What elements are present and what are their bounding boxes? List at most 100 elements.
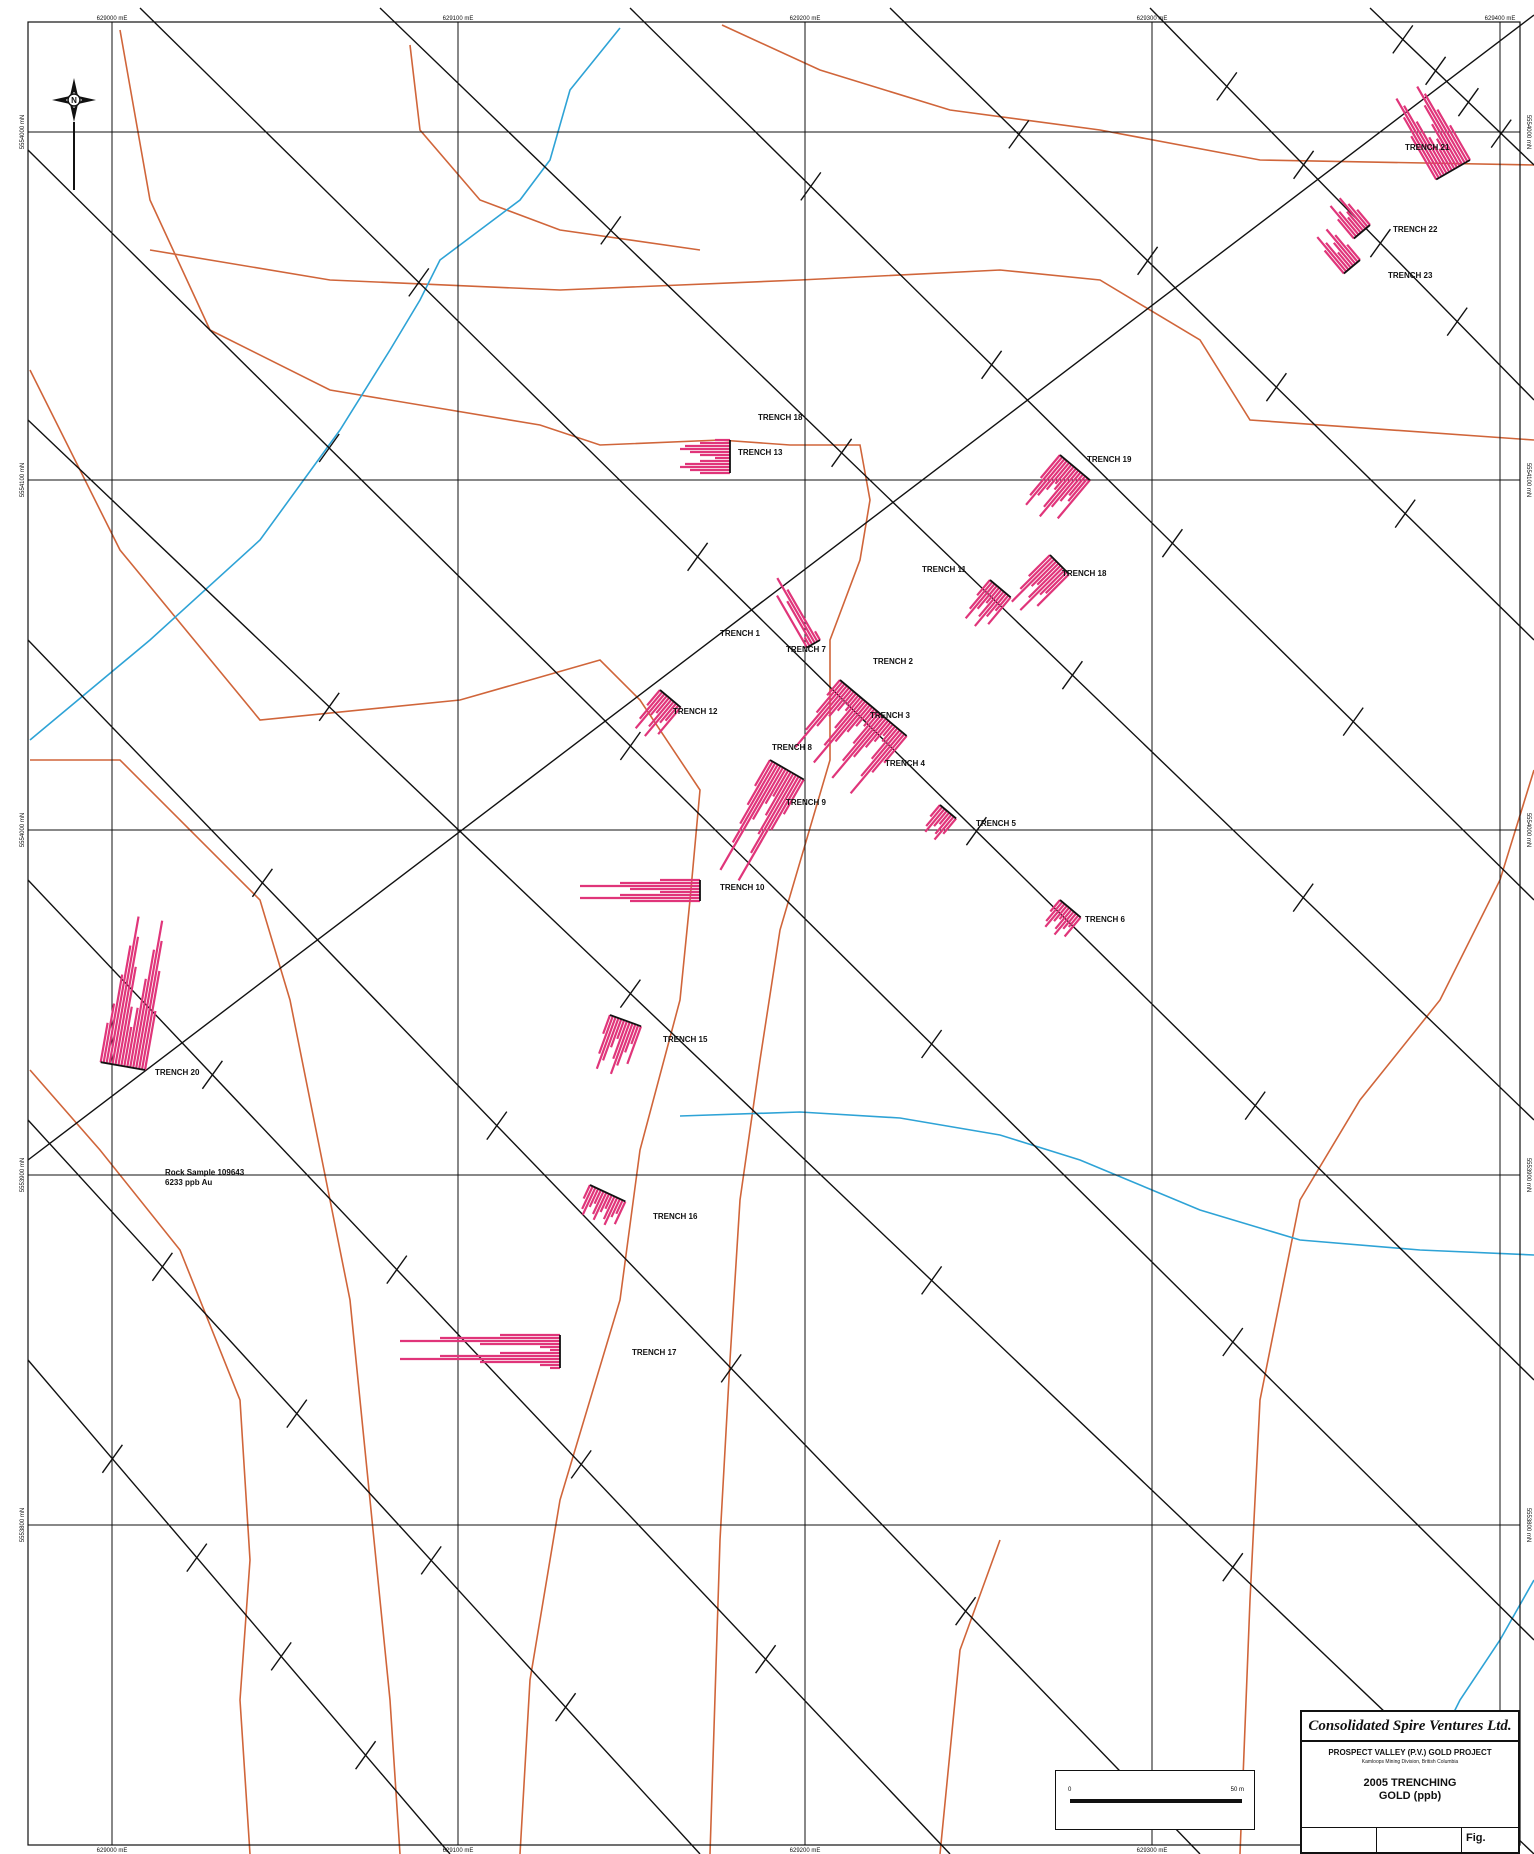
- trench-12-bars-bar-3: [649, 695, 668, 716]
- trench-21-bars-bar-1: [1436, 108, 1469, 163]
- map-title-line1: 2005 TRENCHING: [1363, 1777, 1457, 1789]
- survey-line-10: [27, 1119, 701, 1854]
- north-arrow-icon: N: [52, 78, 96, 190]
- trench-label-20: TRENCH 20: [155, 1068, 200, 1077]
- trench-21-bars: [1395, 86, 1471, 181]
- trench-7-bars-bar-25: [870, 727, 899, 760]
- gold-bars: [99, 86, 1471, 1370]
- scale-bar-graphic: [1070, 1799, 1242, 1803]
- trench-19-bars-bar-13: [1056, 479, 1091, 520]
- trench-19-bars-bar-0: [1039, 454, 1061, 479]
- survey-tick-1-1: [1216, 71, 1238, 101]
- topographic-contours: [29, 24, 1534, 1854]
- trench-20-bars-bar-4: [132, 949, 156, 1069]
- trench-23-bars-trace: [1343, 259, 1361, 275]
- trench-1-bars-bar-2: [776, 577, 816, 644]
- trench-9-bars-bar-9: [757, 772, 795, 835]
- trench-label-10: TRENCH 2: [873, 657, 914, 666]
- trench-label-7: TRENCH 18: [1062, 569, 1107, 578]
- trench-15-bars: [595, 1014, 643, 1075]
- trench-5-bars-bar-3: [933, 810, 948, 827]
- trench-label-22: TRENCH 17: [632, 1348, 677, 1357]
- trench-21-bars-bar-9: [1415, 120, 1448, 175]
- trench-1-bars: [776, 577, 821, 649]
- survey-line-7: [27, 419, 1534, 1854]
- northing-label-right-2: 5554000 mN: [1525, 813, 1531, 847]
- survey-tick-3-4: [1342, 707, 1364, 737]
- trench-12-bars-bar-8: [664, 704, 680, 722]
- trench-11-bars-bar-0: [976, 579, 991, 597]
- survey-line-4: [379, 7, 1534, 1121]
- survey-line-1: [1149, 7, 1534, 401]
- trench-18b-bars-bar-3: [1030, 560, 1058, 587]
- trench-6-bars-bar-7: [1062, 912, 1077, 930]
- survey-tick-10-3: [420, 1545, 442, 1575]
- trench-label-21: TRENCH 16: [653, 1212, 698, 1221]
- trench-19-bars-bar-1: [1029, 456, 1064, 496]
- trench-18b-bars-bar-7: [1039, 569, 1066, 596]
- trench-11-bars-bar-2: [964, 583, 996, 620]
- scale-end-label: 50 m: [1230, 1787, 1244, 1793]
- trench-23-bars: [1316, 228, 1361, 275]
- trench-20-bars-bar-12: [108, 945, 132, 1064]
- trench-15-bars-bar-4: [609, 1018, 623, 1048]
- trench-9-bars-bar-13: [782, 778, 805, 815]
- trench-6-bars-bar-4: [1058, 907, 1071, 920]
- trench-20-bars-bar-7: [123, 1026, 133, 1067]
- trench-label-12: TRENCH 3: [870, 711, 911, 720]
- survey-tick-7-2: [619, 979, 641, 1009]
- trench-9-bars-bar-11: [737, 775, 800, 881]
- trench-7-bars: [794, 679, 908, 795]
- northing-label-right-3: 5553900 mN: [1525, 1158, 1531, 1192]
- map-title-line2: GOLD (ppb): [1378, 1790, 1442, 1802]
- trench-9-bars-bar-10: [750, 774, 797, 854]
- survey-tick-0-4: [1490, 119, 1512, 149]
- trench-19-bars-bar-10: [1059, 473, 1084, 502]
- trench-20-bars-bar-10: [114, 936, 140, 1065]
- trench-15-bars-bar-8: [616, 1022, 634, 1066]
- trench-20-bars-bar-15: [99, 1022, 109, 1063]
- survey-tick-7-1: [318, 692, 340, 722]
- trench-7-bars-bar-18: [841, 714, 883, 762]
- trench-19-bars-bar-11: [1068, 475, 1087, 497]
- trench-5-bars-bar-0: [929, 804, 941, 818]
- rock-sample-value: 6233 ppb Au: [165, 1178, 212, 1187]
- trench-9-bars-bar-6: [764, 768, 787, 805]
- trench-9-bars-bar-12: [770, 777, 803, 831]
- survey-tick-2-1: [1008, 119, 1030, 149]
- trench-7-bars-bar-6: [836, 690, 855, 712]
- trench-label-9: TRENCH 7: [786, 645, 827, 654]
- trench-18b-bars-bar-9: [1036, 573, 1070, 607]
- trench-6-bars-bar-8: [1067, 914, 1080, 928]
- trench-20-bars-trace: [100, 1061, 146, 1071]
- trench-1-bars-trace: [806, 639, 821, 649]
- trench-15-bars-bar-1: [598, 1015, 614, 1054]
- trench-19-bars: [1025, 454, 1091, 520]
- baseline: [27, 14, 1534, 1161]
- survey-line-9: [27, 879, 951, 1854]
- trench-11-bars-bar-8: [994, 594, 1010, 612]
- trench-18b-bars-bar-4: [1036, 562, 1060, 586]
- trench-6-bars-bar-6: [1053, 910, 1075, 936]
- trench-1-bars-bar-5: [776, 594, 808, 649]
- trench-7-bars-bar-3: [794, 685, 848, 748]
- trench-21-bars-bar-4: [1423, 104, 1461, 167]
- survey-tick-11-1: [101, 1444, 123, 1474]
- trench-9-bars-bar-1: [746, 760, 774, 806]
- easting-label-bottom-1: 629100 mE: [443, 1848, 474, 1854]
- trench-9-bars-bar-2: [739, 762, 777, 825]
- map-frame: [27, 21, 1521, 1846]
- trench-19-bars-bar-8: [1038, 469, 1080, 518]
- trench-7-bars-bar-16: [863, 710, 878, 727]
- trench-6-bars-bar-9: [1063, 916, 1082, 938]
- trench-21-bars-bar-5: [1431, 123, 1458, 169]
- trench-11-bars-bar-4: [985, 587, 1001, 604]
- trench-9-bars-bar-0: [754, 759, 771, 787]
- trench-16-bars-trace: [589, 1184, 626, 1203]
- trench-20-bars-bar-6: [126, 1007, 139, 1068]
- trench-6-bars-bar-2: [1044, 903, 1066, 928]
- trench-16-bars-bar-11: [610, 1198, 621, 1218]
- survey-tick-6-3: [921, 1029, 943, 1059]
- trench-12-bars-bar-1: [638, 691, 664, 720]
- survey-tick-0-3: [1457, 87, 1479, 117]
